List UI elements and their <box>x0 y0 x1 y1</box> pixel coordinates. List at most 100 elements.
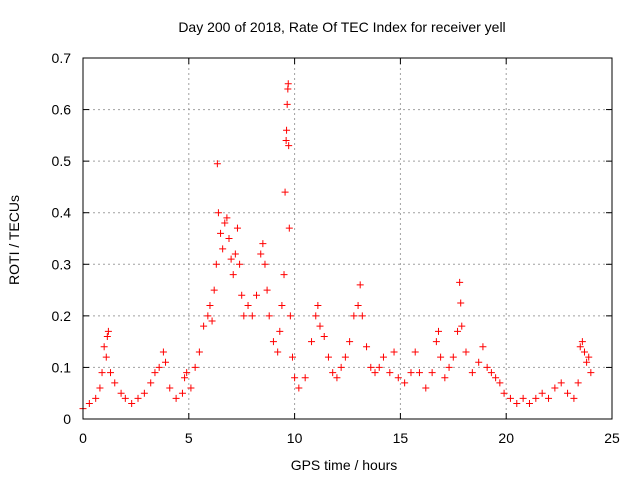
data-point-marker <box>172 394 180 402</box>
data-point-marker <box>314 302 322 310</box>
data-point-marker <box>269 338 277 346</box>
data-point-marker <box>244 302 252 310</box>
data-point-marker <box>456 278 464 286</box>
data-point-marker <box>434 327 442 335</box>
data-point-marker <box>475 358 483 366</box>
data-point-marker <box>500 389 508 397</box>
data-point-marker <box>282 137 290 145</box>
data-point-marker <box>178 389 186 397</box>
data-point-marker <box>375 363 383 371</box>
data-point-marker <box>107 369 115 377</box>
data-point-marker <box>281 188 289 196</box>
data-point-marker <box>479 343 487 351</box>
data-point-marker <box>492 374 500 382</box>
data-point-marker <box>257 250 265 258</box>
data-point-marker <box>525 400 533 408</box>
data-points <box>79 80 595 413</box>
data-point-marker <box>214 209 222 217</box>
data-point-marker <box>217 229 225 237</box>
data-point-marker <box>532 394 540 402</box>
data-point-marker <box>557 379 565 387</box>
data-point-marker <box>580 348 588 356</box>
data-point-marker <box>545 394 553 402</box>
data-point-marker <box>213 160 221 168</box>
data-point-marker <box>278 302 286 310</box>
data-point-marker <box>280 271 288 279</box>
y-tick-label: 0.4 <box>52 205 72 221</box>
data-point-marker <box>283 126 291 134</box>
data-point-marker <box>578 338 586 346</box>
data-point-marker <box>104 327 112 335</box>
data-point-marker <box>371 369 379 377</box>
data-point-marker <box>100 343 108 351</box>
data-point-marker <box>538 389 546 397</box>
data-point-marker <box>285 224 293 232</box>
data-point-marker <box>261 260 269 268</box>
y-tick-label: 0.5 <box>52 153 72 169</box>
data-point-marker <box>506 394 514 402</box>
data-point-marker <box>92 394 100 402</box>
data-point-marker <box>354 302 362 310</box>
data-point-marker <box>102 353 110 361</box>
data-point-marker <box>210 286 218 294</box>
data-point-marker <box>570 394 578 402</box>
data-point-marker <box>422 384 430 392</box>
data-point-marker <box>564 389 572 397</box>
data-point-marker <box>195 348 203 356</box>
x-axis-label: GPS time / hours <box>291 457 398 473</box>
y-tick-label: 0.1 <box>52 359 72 375</box>
data-point-marker <box>428 369 436 377</box>
data-point-marker <box>437 353 445 361</box>
data-point-marker <box>159 348 167 356</box>
x-tick-label: 0 <box>79 430 87 446</box>
data-point-marker <box>324 353 332 361</box>
y-tick-label: 0.7 <box>52 50 72 66</box>
data-point-marker <box>350 312 358 320</box>
data-point-marker <box>496 379 504 387</box>
data-point-marker <box>386 369 394 377</box>
data-point-marker <box>312 312 320 320</box>
data-point-marker <box>288 353 296 361</box>
data-point-marker <box>227 255 235 263</box>
x-tick-label: 20 <box>498 430 514 446</box>
data-point-marker <box>286 312 294 320</box>
data-point-marker <box>483 363 491 371</box>
data-point-marker <box>208 317 216 325</box>
data-point-marker <box>187 384 195 392</box>
data-point-marker <box>191 363 199 371</box>
data-point-marker <box>308 338 316 346</box>
data-point-marker <box>96 384 104 392</box>
data-point-marker <box>155 363 163 371</box>
data-point-marker <box>301 374 309 382</box>
data-point-marker <box>223 214 231 222</box>
data-point-marker <box>253 291 261 299</box>
x-tick-label: 15 <box>393 430 409 446</box>
data-point-marker <box>166 384 174 392</box>
data-point-marker <box>204 312 212 320</box>
data-point-marker <box>231 250 239 258</box>
data-point-marker <box>574 379 582 387</box>
data-point-marker <box>128 400 136 408</box>
data-point-marker <box>341 353 349 361</box>
data-point-marker <box>415 369 423 377</box>
data-point-marker <box>183 369 191 377</box>
data-point-marker <box>583 358 591 366</box>
data-point-marker <box>276 327 284 335</box>
data-point-marker <box>487 369 495 377</box>
data-point-marker <box>394 374 402 382</box>
data-point-marker <box>457 299 465 307</box>
y-tick-label: 0.6 <box>52 102 72 118</box>
data-point-marker <box>236 260 244 268</box>
data-point-marker <box>576 343 584 351</box>
data-point-marker <box>284 80 292 88</box>
data-point-marker <box>295 384 303 392</box>
data-point-marker <box>356 281 364 289</box>
data-point-marker <box>240 312 248 320</box>
data-point-marker <box>265 312 273 320</box>
data-point-marker <box>219 245 227 253</box>
data-point-marker <box>432 338 440 346</box>
data-point-marker <box>411 348 419 356</box>
data-point-marker <box>346 338 354 346</box>
data-point-marker <box>212 260 220 268</box>
